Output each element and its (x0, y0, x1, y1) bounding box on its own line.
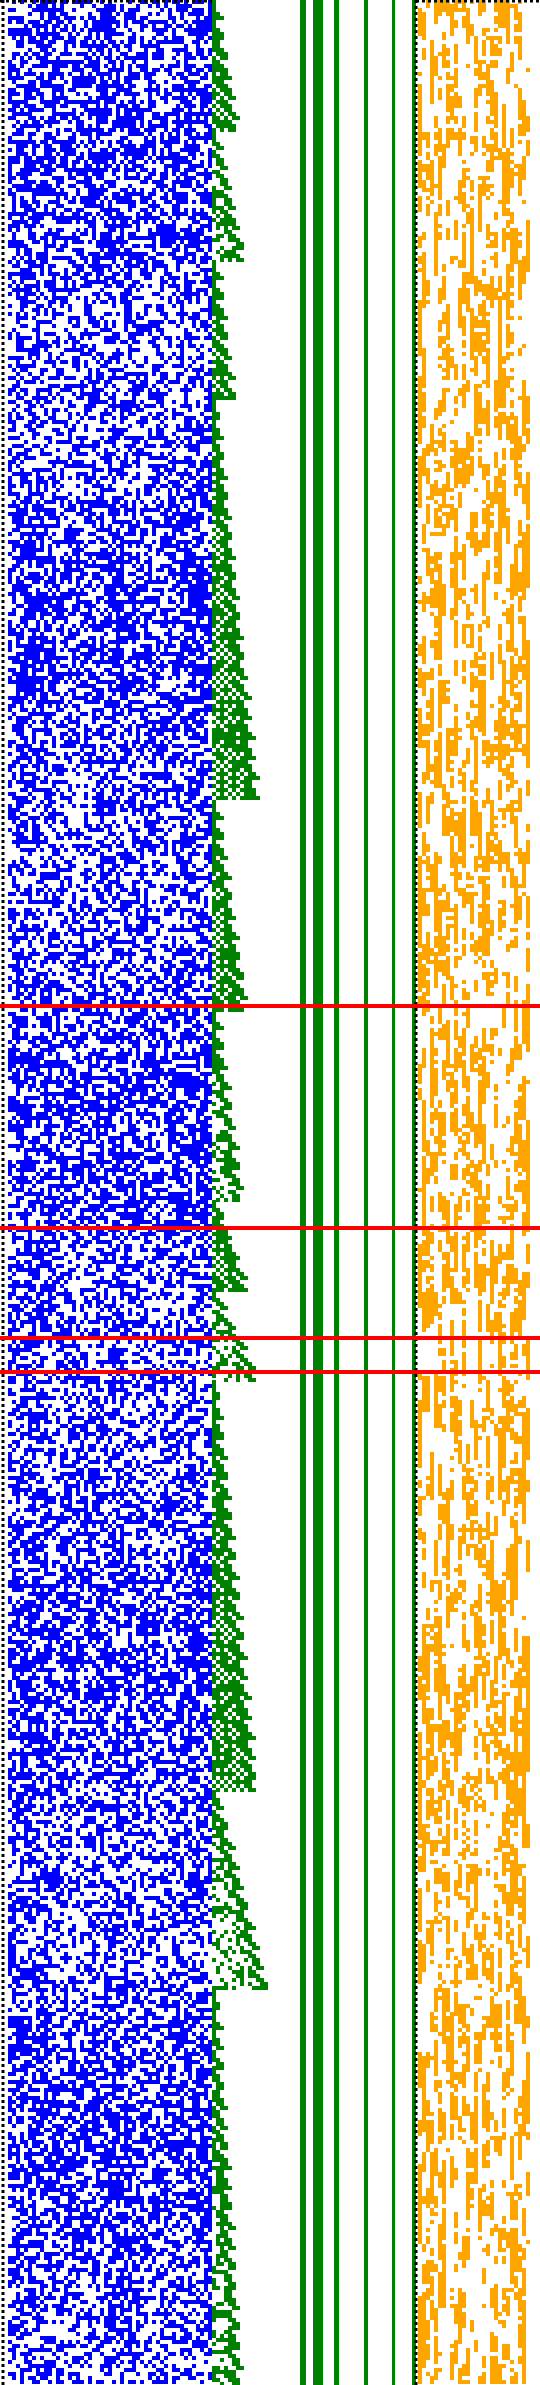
green-staircase (212, 0, 268, 2385)
red-line-3 (0, 1336, 540, 1340)
green-staircase-panel (212, 0, 416, 2385)
vertical-bar-3 (334, 0, 339, 2385)
vertical-bar-4 (364, 0, 368, 2385)
vertical-bar-6 (412, 0, 416, 2385)
vertical-bar-1 (300, 0, 306, 2385)
blue-cells (8, 0, 212, 2384)
blue-pattern-panel (8, 0, 212, 2384)
red-line-1 (0, 1004, 540, 1008)
vertical-bar-5 (392, 0, 395, 2385)
red-highlight-lines (0, 1004, 540, 1374)
orange-cells (418, 0, 530, 2384)
orange-pattern-panel (418, 0, 530, 2384)
red-line-2 (0, 1226, 540, 1230)
red-line-4 (0, 1370, 540, 1374)
vertical-bar-2 (313, 0, 323, 2385)
